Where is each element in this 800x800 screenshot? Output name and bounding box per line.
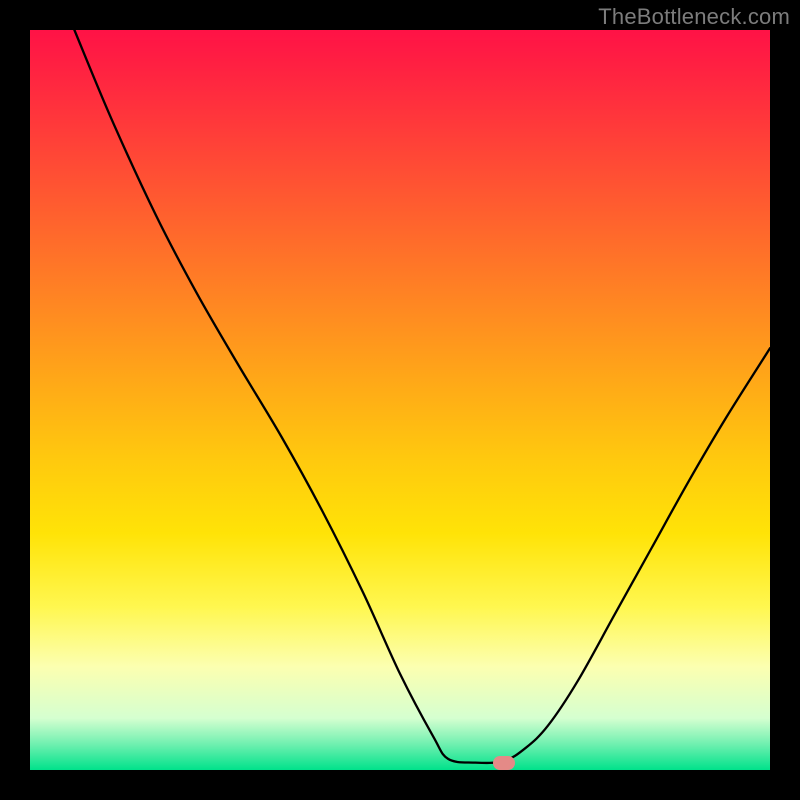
gradient-background: [30, 30, 770, 770]
optimal-marker: [493, 756, 515, 770]
chart-stage: TheBottleneck.com: [0, 0, 800, 800]
bottleneck-chart: [0, 0, 800, 800]
watermark-label: TheBottleneck.com: [598, 4, 790, 30]
